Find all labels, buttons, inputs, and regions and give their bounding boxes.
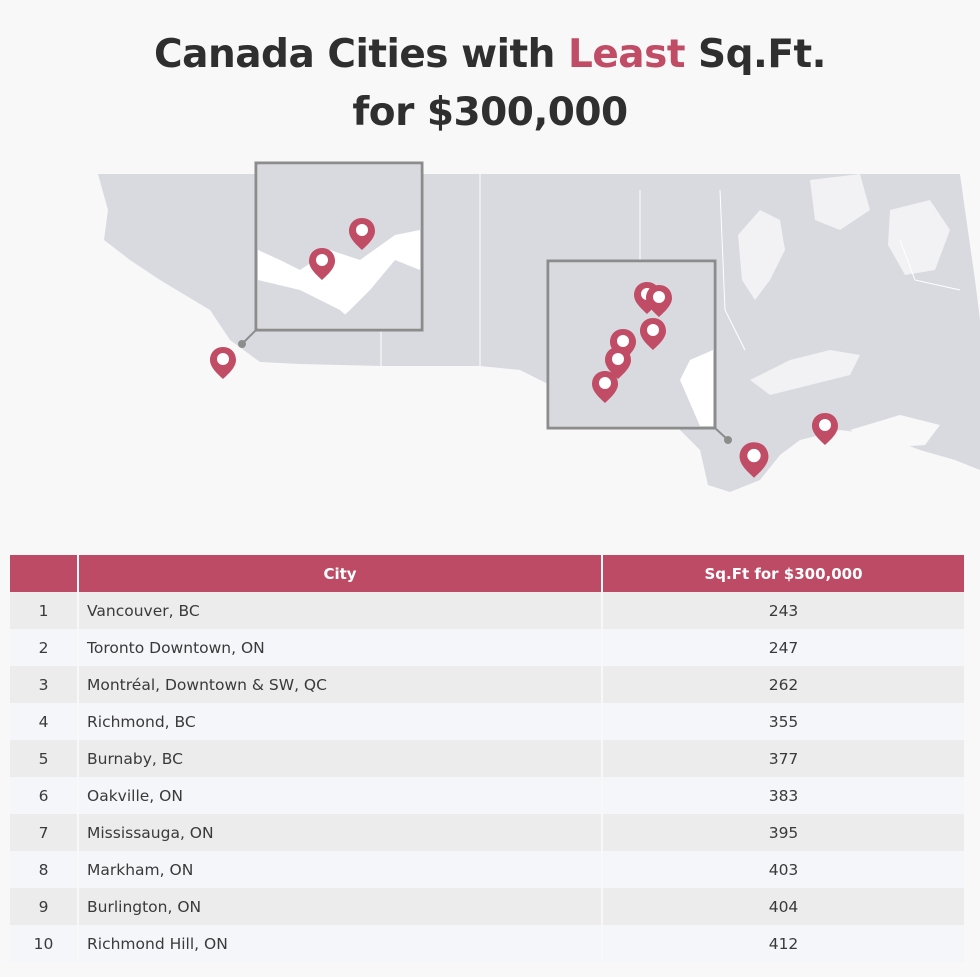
table-row: 2 Toronto Downtown, ON 247 <box>10 629 964 666</box>
sqft-cell: 377 <box>602 740 964 777</box>
city-cell: Toronto Downtown, ON <box>78 629 603 666</box>
table-row: 8 Markham, ON 403 <box>10 851 964 888</box>
table-row: 9 Burlington, ON 404 <box>10 888 964 925</box>
city-cell: Richmond Hill, ON <box>78 925 603 962</box>
cities-table: City Sq.Ft for $300,000 1 Vancouver, BC … <box>10 555 964 962</box>
sqft-cell: 395 <box>602 814 964 851</box>
city-cell: Mississauga, ON <box>78 814 603 851</box>
rank-cell: 7 <box>10 814 79 851</box>
table-row: 10 Richmond Hill, ON 412 <box>10 925 964 962</box>
table-row: 7 Mississauga, ON 395 <box>10 814 964 851</box>
sqft-cell: 243 <box>602 592 964 629</box>
rank-cell: 4 <box>10 703 79 740</box>
page-title: Canada Cities with Least Sq.Ft. for $300… <box>0 26 980 142</box>
rank-cell: 3 <box>10 666 79 703</box>
rank-cell: 1 <box>10 592 79 629</box>
city-cell: Burnaby, BC <box>78 740 603 777</box>
title-accent: Least <box>567 32 685 77</box>
table-row: 3 Montréal, Downtown & SW, QC 262 <box>10 666 964 703</box>
canada-map <box>96 161 980 492</box>
rank-cell: 5 <box>10 740 79 777</box>
rank-cell: 10 <box>10 925 79 962</box>
rank-header <box>10 555 79 592</box>
sqft-cell: 355 <box>602 703 964 740</box>
sqft-cell: 412 <box>602 925 964 962</box>
sqft-header: Sq.Ft for $300,000 <box>602 555 964 592</box>
land-area <box>96 174 980 492</box>
table-row: 6 Oakville, ON 383 <box>10 777 964 814</box>
title-part-1: Canada Cities with <box>154 32 568 77</box>
title-line-2: for $300,000 <box>352 90 628 135</box>
city-cell: Markham, ON <box>78 851 603 888</box>
city-cell: Montréal, Downtown & SW, QC <box>78 666 603 703</box>
city-cell: Richmond, BC <box>78 703 603 740</box>
map-pin-icon[interactable] <box>812 413 838 445</box>
title-line-1: Canada Cities with Least Sq.Ft. <box>0 26 980 84</box>
city-cell: Oakville, ON <box>78 777 603 814</box>
map-pin-icon[interactable] <box>210 347 236 379</box>
table-row: 1 Vancouver, BC 243 <box>10 592 964 629</box>
sqft-cell: 262 <box>602 666 964 703</box>
table-row: 5 Burnaby, BC 377 <box>10 740 964 777</box>
table-row: 4 Richmond, BC 355 <box>10 703 964 740</box>
city-header: City <box>78 555 603 592</box>
sqft-cell: 403 <box>602 851 964 888</box>
city-cell: Vancouver, BC <box>78 592 603 629</box>
sqft-cell: 383 <box>602 777 964 814</box>
inset-vancouver <box>238 161 424 348</box>
rank-cell: 2 <box>10 629 79 666</box>
rank-cell: 9 <box>10 888 79 925</box>
title-part-2: Sq.Ft. <box>684 32 826 77</box>
table-header-row: City Sq.Ft for $300,000 <box>10 555 964 592</box>
rank-cell: 8 <box>10 851 79 888</box>
sqft-cell: 247 <box>602 629 964 666</box>
city-cell: Burlington, ON <box>78 888 603 925</box>
rank-cell: 6 <box>10 777 79 814</box>
sqft-cell: 404 <box>602 888 964 925</box>
